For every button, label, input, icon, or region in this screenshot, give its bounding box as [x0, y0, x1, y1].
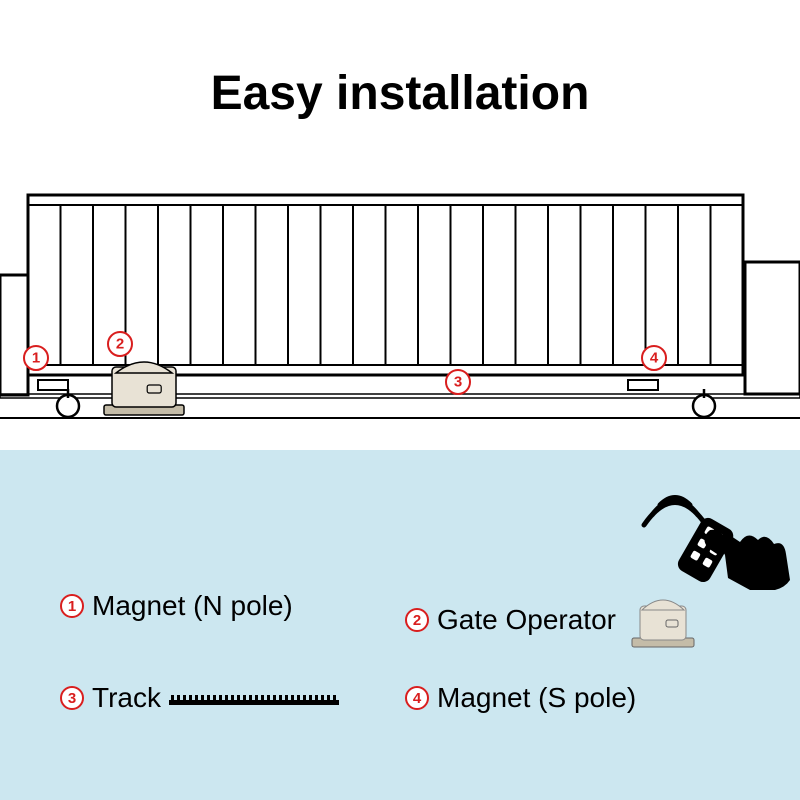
diagram-area: 1 2 3 4	[0, 180, 800, 450]
magnet-bracket	[38, 380, 68, 390]
legend-item: 2 Gate Operator	[405, 590, 698, 650]
diagram-marker-number: 4	[650, 350, 659, 367]
gate-wheel	[57, 395, 79, 417]
legend-label: Track	[92, 682, 161, 714]
gate-operator-icon	[104, 362, 184, 415]
legend-area: 1 Magnet (N pole) 2 Gate Operator 3 Track 4 Mag…	[0, 450, 800, 800]
remote-hand-icon	[630, 460, 790, 590]
legend-label: Gate Operator	[437, 604, 616, 636]
wall-left	[0, 275, 28, 395]
diagram-marker-number: 1	[32, 350, 40, 367]
legend-label: Magnet (N pole)	[92, 590, 293, 622]
gate-operator-legend-icon	[628, 590, 698, 650]
wall-right	[745, 262, 800, 394]
page-title: Easy installation	[0, 66, 800, 121]
legend-item: 3 Track	[60, 682, 339, 714]
legend-marker: 1	[60, 594, 84, 618]
legend-label: Magnet (S pole)	[437, 682, 636, 714]
diagram-marker-number: 3	[454, 374, 462, 391]
legend-marker: 2	[405, 608, 429, 632]
legend-marker: 3	[60, 686, 84, 710]
magnet-bracket	[628, 380, 658, 390]
gate-wheel	[693, 395, 715, 417]
legend-item: 1 Magnet (N pole)	[60, 590, 293, 622]
diagram-marker-number: 2	[116, 336, 124, 353]
gate-diagram-svg: 1 2 3 4	[0, 180, 800, 450]
track-icon	[169, 688, 339, 708]
legend-marker: 4	[405, 686, 429, 710]
legend-item: 4 Magnet (S pole)	[405, 682, 636, 714]
